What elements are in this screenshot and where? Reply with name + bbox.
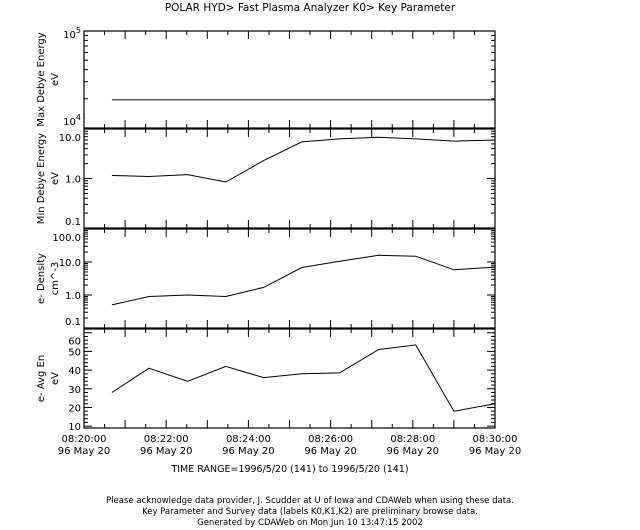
y-axis-unit: cm^-3 — [50, 262, 61, 296]
footer-line-3: Generated by CDAWeb on Mon Jun 10 13:47:… — [197, 518, 423, 528]
x-tick-label-time: 08:26:00 — [308, 434, 353, 445]
panel-1: 104 105 Max Debye Energy eV — [36, 26, 496, 129]
footer-line-2: Key Parameter and Survey data (labels K0… — [142, 507, 478, 517]
panel-2: 0.1 1.0 10.0 Min Debye Energy eV — [36, 128, 496, 229]
panel-frame — [83, 328, 496, 429]
x-tick-label-date: 96 May 20 — [140, 446, 192, 457]
panel-3: 0.1 1.0 10.0 100.0 e- Density cm^-3 — [36, 228, 496, 329]
y-tick-label: 30 — [68, 385, 81, 396]
y-tick-label: 10.0 — [59, 258, 81, 269]
series-line — [111, 254, 496, 306]
x-tick-label-time: 08:20:00 — [62, 434, 107, 445]
panel-frame — [83, 228, 496, 329]
y-axis-label: Min Debye Energy — [36, 133, 47, 224]
panel-frame — [83, 30, 496, 129]
y-axis-unit: eV — [50, 73, 61, 86]
x-tick-label-time: 08:22:00 — [144, 434, 189, 445]
y-axis-unit: eV — [50, 372, 61, 385]
y-tick-label: 1.0 — [65, 175, 81, 186]
x-tick-label-time: 08:30:00 — [473, 434, 518, 445]
y-tick-label: 40 — [68, 366, 81, 377]
x-tick-label-time: 08:28:00 — [390, 434, 435, 445]
y-axis-label: e- Density — [36, 253, 47, 304]
series-line — [111, 136, 496, 183]
y-tick-label: 1.0 — [65, 291, 81, 302]
chart-title: POLAR HYD> Fast Plasma Analyzer K0> Key … — [164, 2, 456, 14]
y-tick-label: 10 — [68, 422, 81, 433]
y-tick-label: 0.1 — [65, 217, 81, 228]
y-tick-label: 50 — [68, 347, 81, 358]
y-tick-label: 104 — [63, 113, 81, 128]
x-tick-label-time: 08:24:00 — [226, 434, 271, 445]
time-range-label: TIME RANGE=1996/5/20 (141) to 1996/5/20 … — [171, 464, 409, 475]
x-tick-label-date: 96 May 20 — [222, 446, 274, 457]
y-tick-label: 105 — [63, 26, 81, 41]
x-tick-label-date: 96 May 20 — [58, 446, 110, 457]
x-tick-label-date: 96 May 20 — [469, 446, 521, 457]
y-axis-label: e- Avg En — [36, 355, 47, 402]
y-axis-label: Max Debye Energy — [36, 32, 47, 126]
panel-frame — [83, 128, 496, 229]
y-tick-label: 20 — [68, 403, 81, 414]
y-tick-label: 100.0 — [52, 233, 81, 244]
y-axis-unit: eV — [50, 172, 61, 185]
series-line — [111, 344, 496, 412]
y-tick-label: 60 — [68, 337, 81, 348]
y-tick-label: 10.0 — [59, 133, 81, 144]
footer-line-1: Please acknowledge data provider, J. Scu… — [106, 496, 514, 506]
y-tick-label: 0.1 — [65, 317, 81, 328]
x-tick-label-date: 96 May 20 — [387, 446, 439, 457]
x-tick-label-date: 96 May 20 — [304, 446, 356, 457]
